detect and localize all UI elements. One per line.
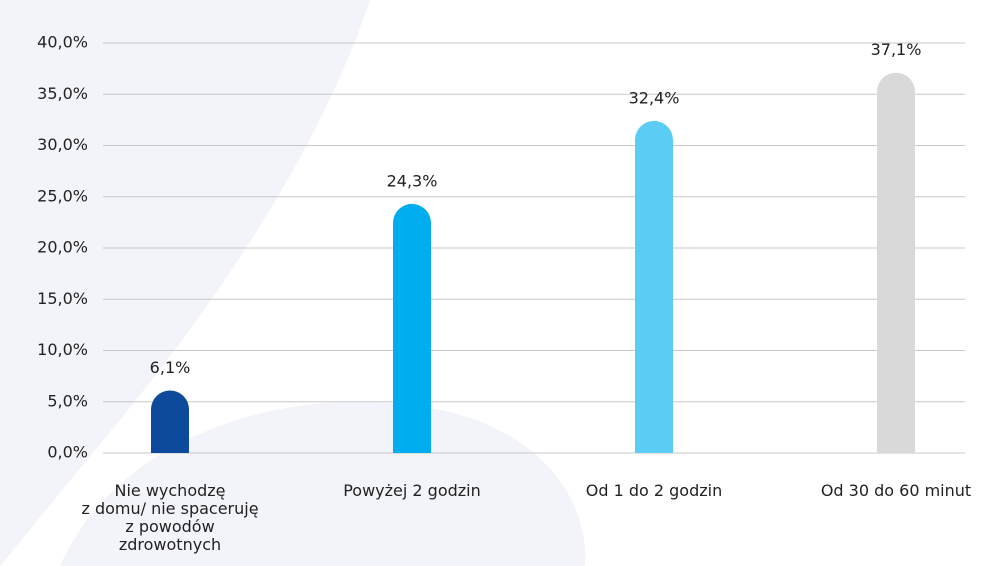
x-tick-label: Od 1 do 2 godzin [585, 481, 723, 500]
background-shape [60, 401, 586, 566]
y-tick-label: 10,0% [37, 340, 88, 359]
x-tick-label: Nie wychodzę z domu/ nie spaceruję z pow… [81, 481, 259, 554]
y-tick-label: 30,0% [37, 135, 88, 154]
y-tick-label: 0,0% [47, 443, 88, 462]
data-label: 6,1% [150, 358, 191, 377]
y-tick-label: 25,0% [37, 186, 88, 205]
data-label: 37,1% [871, 40, 922, 59]
data-label: 24,3% [387, 171, 438, 190]
bar [393, 203, 431, 453]
data-label: 32,4% [629, 88, 680, 107]
y-tick-label: 35,0% [37, 84, 88, 103]
y-tick-label: 20,0% [37, 238, 88, 257]
x-tick-label: Powyżej 2 godzin [343, 481, 481, 500]
bar [877, 72, 915, 453]
bar [635, 120, 673, 453]
y-tick-label: 40,0% [37, 33, 88, 52]
y-tick-label: 5,0% [47, 391, 88, 410]
x-tick-label: Od 30 do 60 minut [820, 481, 972, 500]
bar [151, 390, 189, 453]
y-tick-label: 15,0% [37, 289, 88, 308]
background-shape [0, 0, 370, 566]
